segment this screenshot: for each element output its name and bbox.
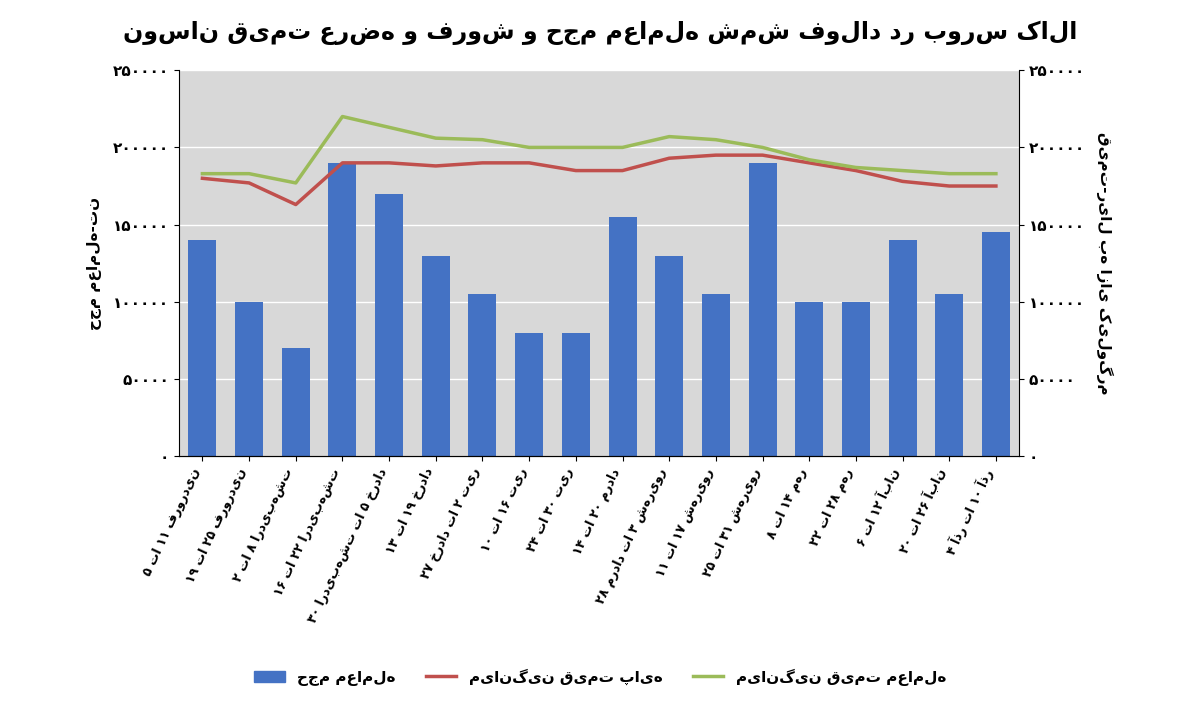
Bar	[376, 194, 403, 456]
Y-axis label: حجم معامله-تن: حجم معامله-تن	[88, 197, 102, 330]
Bar	[468, 294, 497, 456]
Y-axis label: قیمت-ریال به ازای کیلوگرم: قیمت-ریال به ازای کیلوگرم	[1096, 132, 1114, 394]
Bar	[329, 163, 356, 456]
Bar	[749, 163, 776, 456]
Bar	[888, 240, 917, 456]
Bar	[421, 255, 450, 456]
Bar	[702, 294, 730, 456]
Bar	[982, 232, 1010, 456]
Legend: حجم معامله, میانگین قیمت پایه, میانگین قیمت معامله: حجم معامله, میانگین قیمت پایه, میانگین ق…	[248, 662, 952, 692]
Bar	[562, 333, 590, 456]
Bar	[282, 348, 310, 456]
Bar	[188, 240, 216, 456]
Bar	[235, 302, 263, 456]
Bar	[515, 333, 544, 456]
Bar	[796, 302, 823, 456]
Text: نوسان قیمت عرضه و فروش و حجم معامله شمش فولاد در بورس کالا: نوسان قیمت عرضه و فروش و حجم معامله شمش …	[122, 21, 1078, 46]
Bar	[935, 294, 964, 456]
Bar	[842, 302, 870, 456]
Bar	[655, 255, 683, 456]
Bar	[608, 217, 636, 456]
